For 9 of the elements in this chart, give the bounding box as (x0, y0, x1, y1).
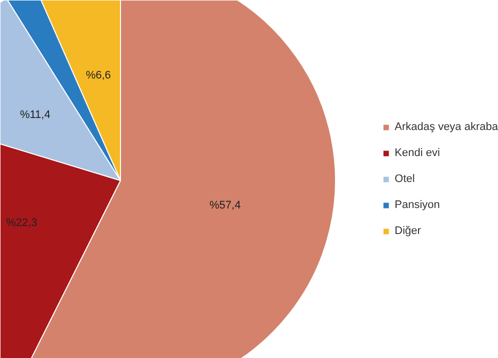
legend-label: Pansiyon (394, 199, 440, 211)
legend-label: Kendi evi (394, 147, 440, 159)
legend-label: Arkadaş veya akraba (394, 121, 498, 133)
data-label: %57,4 (210, 199, 241, 212)
legend-label: Diğer (394, 225, 421, 237)
data-label: %11,4 (20, 109, 50, 122)
data-label: %22,3 (6, 216, 38, 229)
data-label: %6,6 (86, 69, 111, 82)
legend-label: Otel (394, 173, 415, 185)
